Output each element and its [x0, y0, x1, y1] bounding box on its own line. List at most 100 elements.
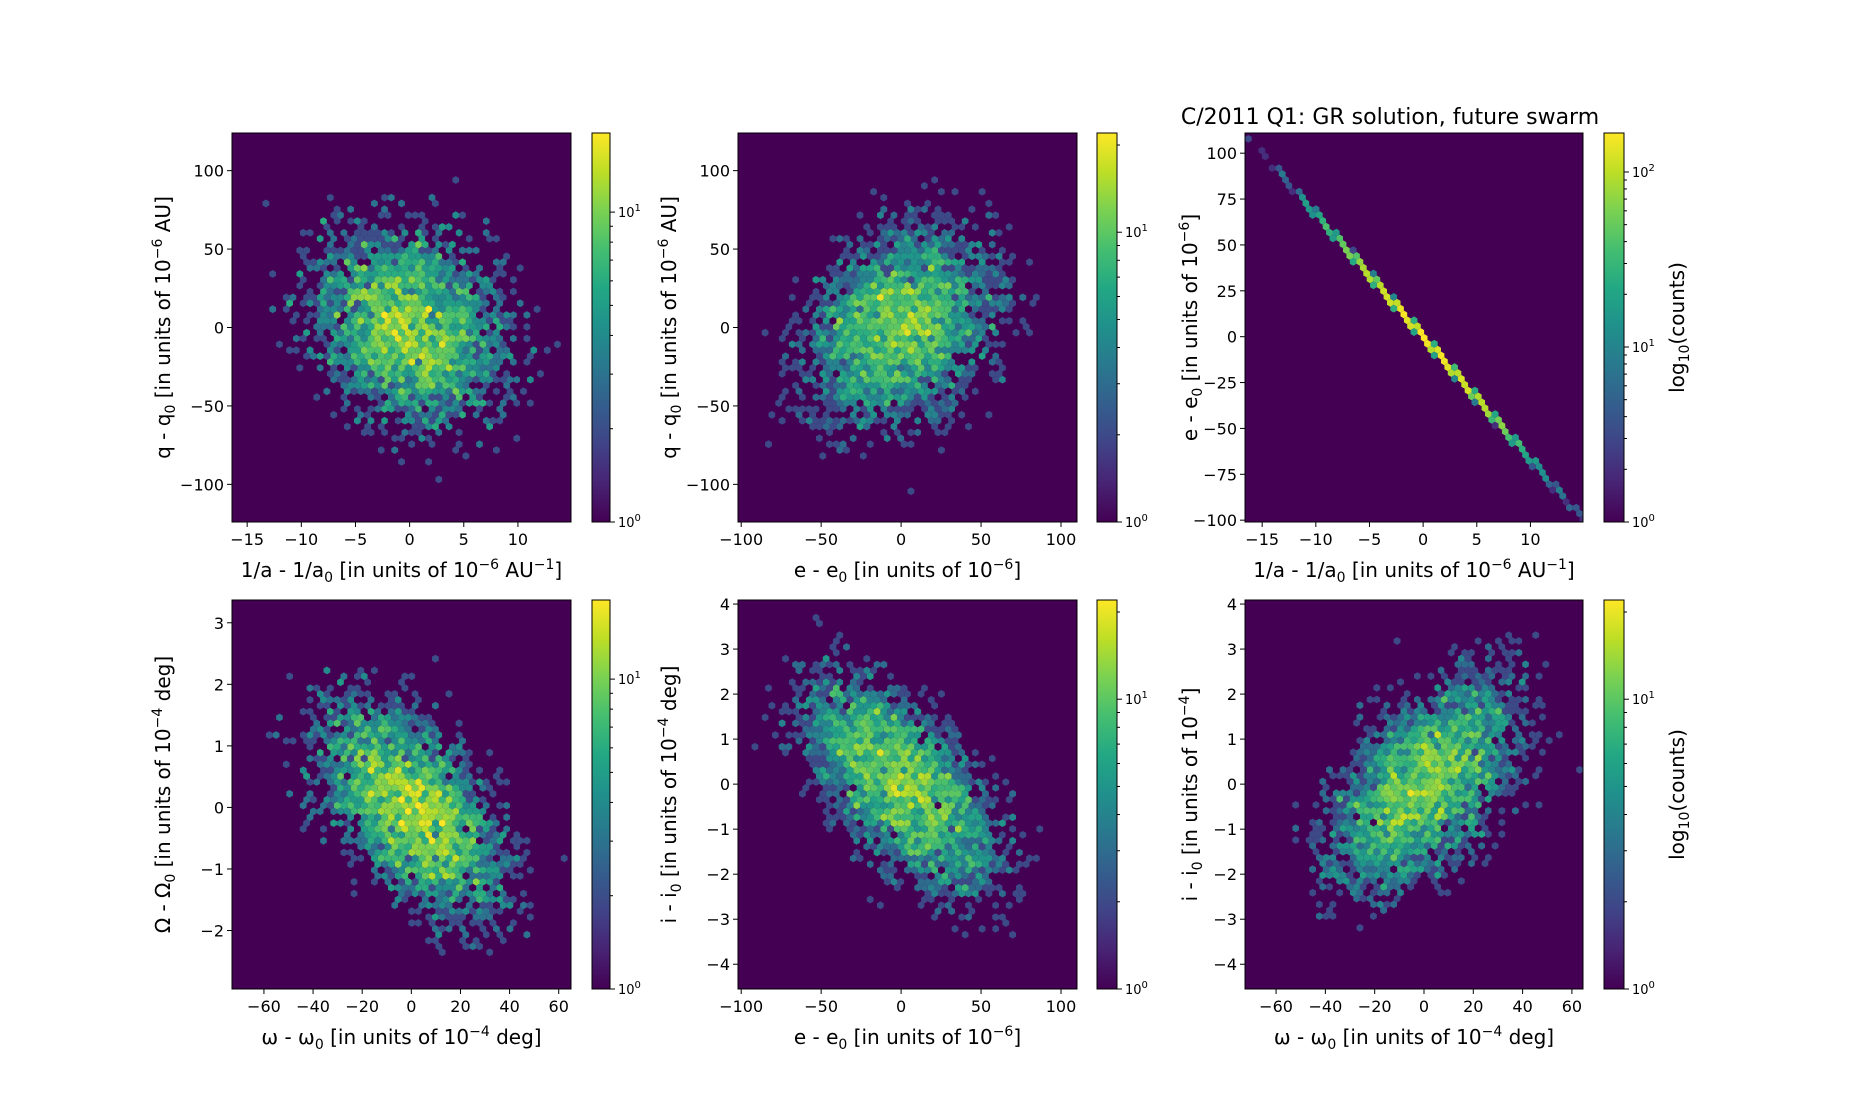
hexbin-cell [526, 936, 534, 945]
hexbin-cell [1528, 462, 1536, 471]
hexbin-cell [387, 719, 395, 728]
hexbin-cell [944, 199, 952, 208]
hexbin-cell [425, 913, 432, 921]
hexbin-cell [418, 375, 426, 384]
hexbin-cell [846, 707, 854, 716]
hexbin-cell [816, 701, 823, 710]
hexbin-cell [459, 784, 466, 792]
hexbin-cell [472, 807, 480, 816]
hexbin-cell [296, 795, 304, 804]
hexbin-cell [371, 281, 378, 290]
hexbin-cell [768, 387, 776, 396]
hexbin-cell [418, 258, 426, 267]
hexbin-cell [323, 387, 331, 396]
hexbin-cell [799, 322, 806, 331]
hexbin-cell [499, 842, 507, 851]
hexbin-cell [856, 234, 864, 243]
hexbin-cell [870, 399, 877, 407]
hexbin-cell [897, 713, 905, 722]
hexbin-cell [802, 678, 810, 687]
hexbin-cell [927, 311, 935, 319]
hexbin-cell [438, 258, 446, 267]
hexbin-cell [404, 328, 412, 337]
hexbin-cell [1066, 293, 1074, 302]
hexbin-cell [354, 358, 361, 366]
hexbin-cell [418, 246, 426, 255]
hexbin-cell [411, 936, 419, 945]
hexbin-cell [948, 322, 955, 331]
hexbin-cell [965, 784, 972, 792]
hexbin-cell [510, 369, 517, 378]
hexbin-cell [296, 270, 304, 278]
hexbin-cell [910, 713, 918, 722]
hexbin-cell [988, 801, 996, 810]
hexbin-cell [357, 737, 365, 745]
hexbin-cell [310, 352, 317, 360]
hexbin-cell [1016, 275, 1023, 284]
hexbin-cell [469, 393, 477, 402]
hexbin-cell [404, 352, 412, 360]
hexbin-cell [812, 381, 820, 390]
hexbin-cell [401, 264, 409, 272]
hexbin-cell [917, 364, 925, 372]
hexbin-cell [394, 334, 402, 343]
hexbin-cell [792, 393, 799, 402]
hexbin-cell [982, 381, 989, 390]
hexbin-cell [1005, 854, 1013, 863]
hexbin-cell [751, 742, 759, 751]
hexbin-cell [1299, 193, 1306, 202]
hexbin-cell [1336, 234, 1343, 243]
hexbin-cell [357, 387, 365, 396]
hexbin-cell [971, 375, 979, 384]
hexbin-cell [795, 387, 803, 396]
hexbin-cell [863, 293, 871, 302]
hexbin-cell [971, 293, 979, 302]
hexbin-cell [809, 760, 816, 769]
hexbin-cell [384, 725, 392, 734]
hexbin-cell [904, 223, 911, 231]
hexbin-cell [262, 199, 270, 208]
hexbin-cell [941, 872, 949, 880]
hexbin-cell [866, 287, 874, 296]
hexbin-cell [425, 281, 432, 290]
hexbin-cell [860, 742, 867, 751]
hexbin-cell [839, 778, 847, 786]
hexbin-cell [900, 405, 908, 413]
hexbin-cell [387, 299, 395, 308]
hexbin-cell [404, 901, 412, 910]
hexbin-cell [846, 369, 854, 378]
hexbin-cell [354, 393, 361, 402]
hexbin-cell [910, 819, 918, 827]
hexbin-cell [1012, 258, 1020, 267]
hexbin-cell [1302, 199, 1310, 208]
hexbin-cell [975, 322, 983, 331]
hexbin-cell [944, 234, 952, 243]
hexbin-cell [785, 322, 793, 331]
hexbin-cell [432, 725, 439, 734]
hexbin-cell [411, 725, 419, 734]
hexbin-cell [486, 234, 493, 243]
hexbin-cell [340, 684, 348, 692]
hexbin-cell [248, 234, 256, 243]
hexbin-cell [890, 422, 898, 431]
hexbin-cell [893, 789, 901, 798]
hexbin-cell [792, 346, 799, 355]
hexbin-cell [401, 684, 409, 692]
hexbin-cell [567, 469, 571, 478]
hexbin-cell [428, 299, 436, 308]
hexbin-cell [496, 778, 504, 786]
hexbin-cell [394, 754, 402, 763]
hexbin-cell [350, 317, 358, 325]
hexbin-cell [449, 742, 456, 751]
hexbin-cell [938, 772, 945, 781]
hexbin-cell [465, 422, 473, 431]
hexbin-cell [510, 405, 517, 413]
hexbin-cell [1026, 352, 1033, 360]
hexbin-cell [421, 825, 429, 833]
hexbin-cell [377, 281, 385, 290]
hexbin-cell [320, 240, 327, 249]
hexbin-cell [1549, 486, 1556, 494]
hexbin-cell [455, 825, 463, 833]
hexbin-cell [364, 666, 371, 675]
hexbin-cell [442, 883, 449, 892]
